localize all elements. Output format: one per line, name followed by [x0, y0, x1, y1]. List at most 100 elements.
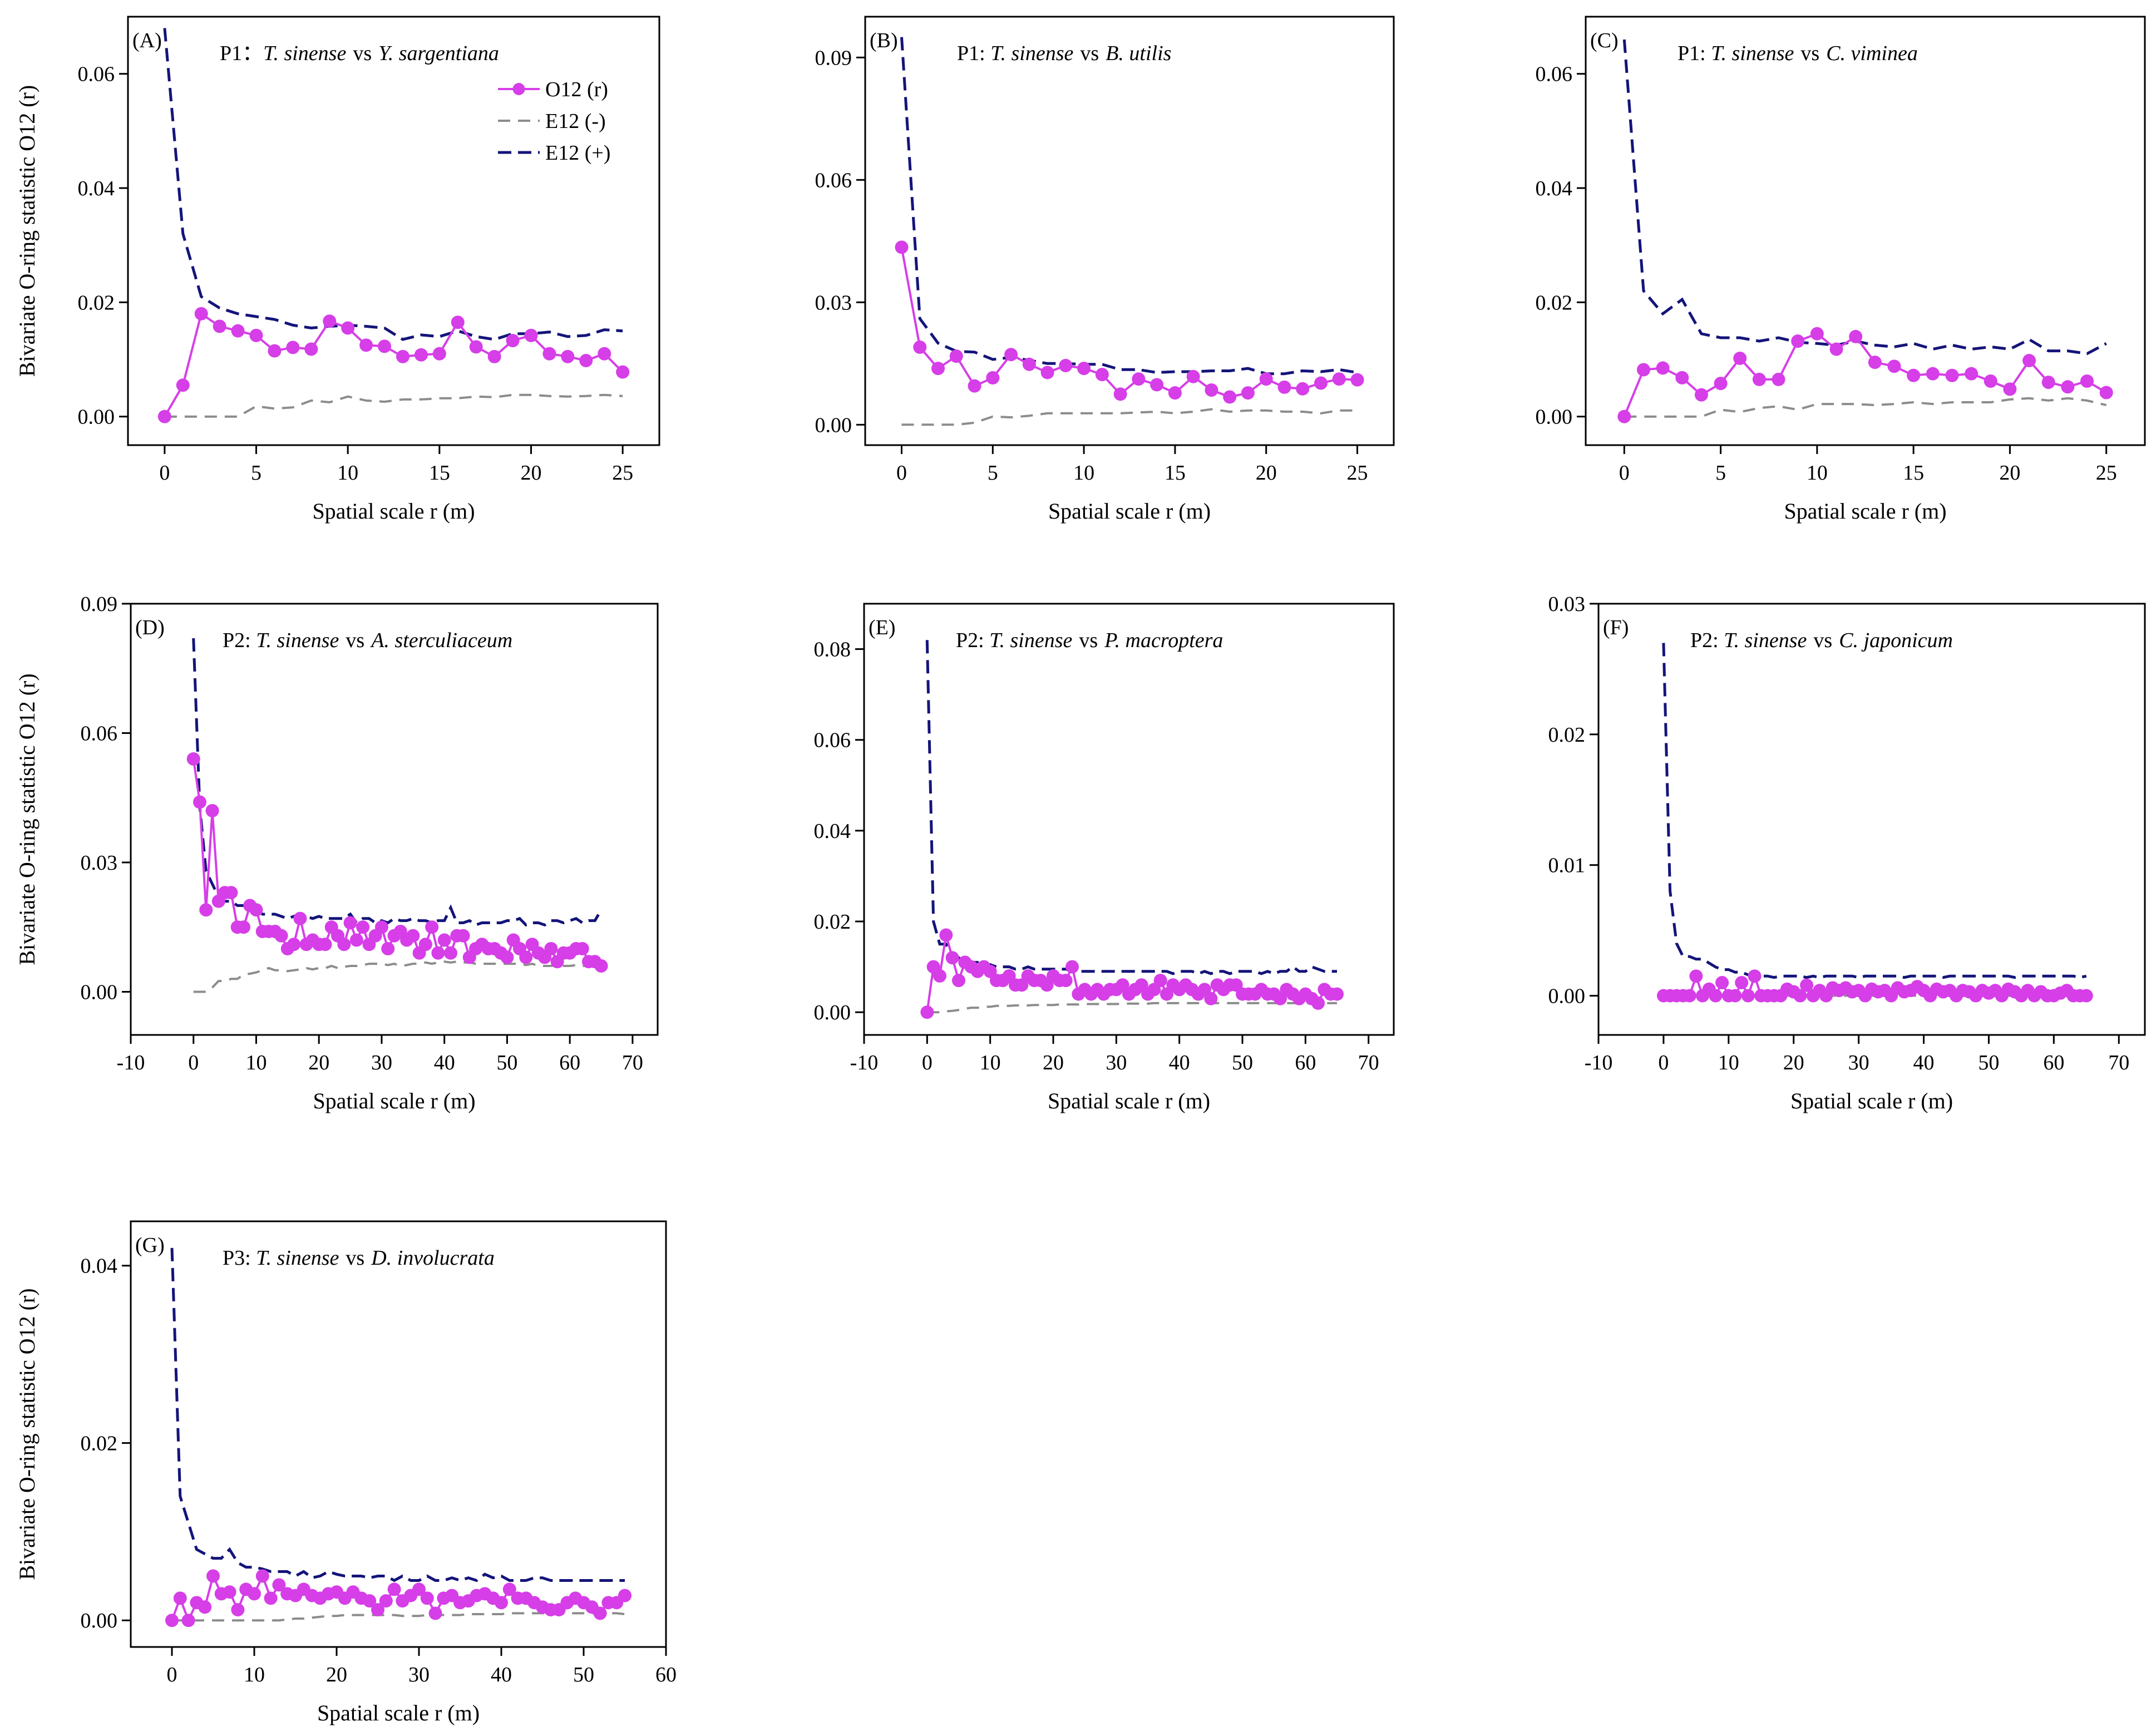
- data-point-o12: [456, 929, 470, 943]
- data-point-o12: [1887, 359, 1901, 373]
- x-tick-label: 40: [1913, 1051, 1935, 1074]
- legend-label-e12-minus: E12 (-): [545, 110, 606, 133]
- data-point-o12: [323, 314, 337, 328]
- plot-area: [1617, 39, 2113, 423]
- title-species-b: C. japonicum: [1839, 629, 1953, 652]
- data-point-o12: [1945, 368, 1959, 382]
- data-point-o12: [544, 942, 558, 955]
- title-prefix: P1：: [220, 42, 263, 65]
- x-tick-label: 40: [491, 1663, 512, 1686]
- panel-label: (A): [132, 29, 162, 52]
- data-point-o12: [318, 938, 332, 951]
- x-tick-label: 10: [244, 1663, 265, 1686]
- title-vs: vs: [346, 1246, 364, 1270]
- plot-area: [895, 37, 1364, 426]
- y-axis-title: Bivariate O-ring statistic O12 (r): [14, 85, 40, 377]
- data-point-o12: [1728, 989, 1742, 1003]
- data-point-o12: [286, 341, 300, 354]
- x-tick-label: 0: [167, 1663, 177, 1686]
- data-point-o12: [1040, 366, 1054, 379]
- x-tick-label: 20: [326, 1663, 347, 1686]
- x-tick-label: 25: [2096, 461, 2117, 485]
- series-line-e12-plus: [163, 28, 623, 341]
- data-point-o12: [968, 379, 981, 393]
- title-species-a: T. sinense: [1711, 42, 1794, 65]
- data-point-o12: [248, 1587, 261, 1601]
- series-line-e12-plus: [900, 37, 1358, 376]
- data-point-o12: [1296, 382, 1310, 396]
- data-point-o12: [1709, 989, 1723, 1003]
- data-point-o12: [618, 1589, 631, 1602]
- legend-marker-o12: [512, 83, 525, 95]
- panel-label: (B): [870, 29, 898, 52]
- data-point-o12: [231, 1603, 245, 1617]
- data-point-o12: [205, 804, 219, 817]
- x-tick-label: 20: [1256, 461, 1277, 485]
- y-tick-label: 0.00: [1536, 406, 1573, 429]
- data-point-o12: [173, 1591, 187, 1605]
- data-point-o12: [1675, 371, 1689, 384]
- data-point-o12: [2079, 989, 2093, 1003]
- data-point-o12: [387, 1582, 401, 1596]
- y-tick-label: 0.06: [1536, 63, 1573, 86]
- data-point-o12: [341, 321, 355, 335]
- title-vs: vs: [1800, 42, 1819, 65]
- x-tick-label: 25: [1346, 461, 1368, 485]
- data-point-o12: [506, 334, 520, 348]
- y-tick-label: 0.03: [81, 851, 118, 875]
- data-point-o12: [487, 349, 501, 363]
- data-point-o12: [1004, 348, 1018, 362]
- title-species-a: T. sinense: [263, 42, 346, 65]
- data-point-o12: [1153, 974, 1167, 988]
- data-point-o12: [1332, 372, 1346, 386]
- data-point-o12: [502, 1582, 516, 1596]
- y-tick-label: 0.06: [814, 729, 851, 752]
- x-tick-label: 10: [1073, 461, 1094, 485]
- data-point-o12: [1059, 974, 1073, 988]
- series-line-e12-plus: [170, 1247, 625, 1582]
- data-point-o12: [1907, 368, 1921, 382]
- x-axis-title: Spatial scale r (m): [1048, 1088, 1210, 1113]
- data-point-o12: [1926, 367, 1940, 381]
- data-point-o12: [1791, 334, 1805, 348]
- x-axis-title: Spatial scale r (m): [1784, 499, 1946, 524]
- data-point-o12: [933, 969, 946, 983]
- x-tick-label: 70: [622, 1051, 643, 1074]
- data-point-o12: [945, 951, 959, 965]
- data-point-o12: [2003, 382, 2017, 396]
- data-point-o12: [293, 911, 307, 925]
- data-point-o12: [199, 903, 213, 917]
- data-point-o12: [2080, 374, 2094, 388]
- data-point-o12: [236, 920, 250, 934]
- series-line-e12-minus: [927, 1002, 1337, 1014]
- x-tick-label: 25: [612, 461, 633, 485]
- data-point-o12: [304, 342, 318, 356]
- data-point-o12: [1741, 989, 1755, 1003]
- chart-panel-c: 0 5 10 15 20 25 0.00 0.02 0.04 0.06 Spatial scale …: [1536, 16, 2146, 524]
- series-line-e12-minus: [1624, 397, 2107, 418]
- data-point-o12: [157, 410, 171, 423]
- data-point-o12: [949, 349, 963, 363]
- data-point-o12: [519, 950, 533, 964]
- series-line-e12-plus: [1622, 39, 2107, 356]
- x-tick-label: 20: [1999, 461, 2020, 485]
- x-tick-label: 0: [1658, 1051, 1669, 1074]
- data-point-o12: [1350, 373, 1364, 387]
- chart-panel-d: -10 0 10 20 30 40 50 60 70 0.00 0.03 0.06 0.09 Spatia…: [14, 593, 659, 1113]
- data-point-o12: [1065, 960, 1079, 974]
- series-line-e12-minus: [164, 393, 623, 418]
- data-point-o12: [575, 942, 589, 955]
- data-point-o12: [343, 916, 357, 930]
- x-tick-label: 40: [434, 1051, 455, 1074]
- title-vs: vs: [1813, 629, 1832, 652]
- title-species-a: T. sinense: [989, 629, 1072, 652]
- title-prefix: P1:: [1678, 42, 1711, 65]
- panel-title: P2: T. sinense vs P. macroptera: [956, 629, 1223, 652]
- x-tick-label: 30: [1848, 1051, 1869, 1074]
- y-tick-label: 0.04: [1536, 177, 1573, 200]
- data-point-o12: [249, 903, 263, 917]
- data-point-o12: [931, 362, 945, 376]
- x-tick-label: 60: [559, 1051, 580, 1074]
- legend-label-o12: O12 (r): [545, 78, 608, 101]
- legend-label-e12-plus: E12 (+): [545, 141, 610, 165]
